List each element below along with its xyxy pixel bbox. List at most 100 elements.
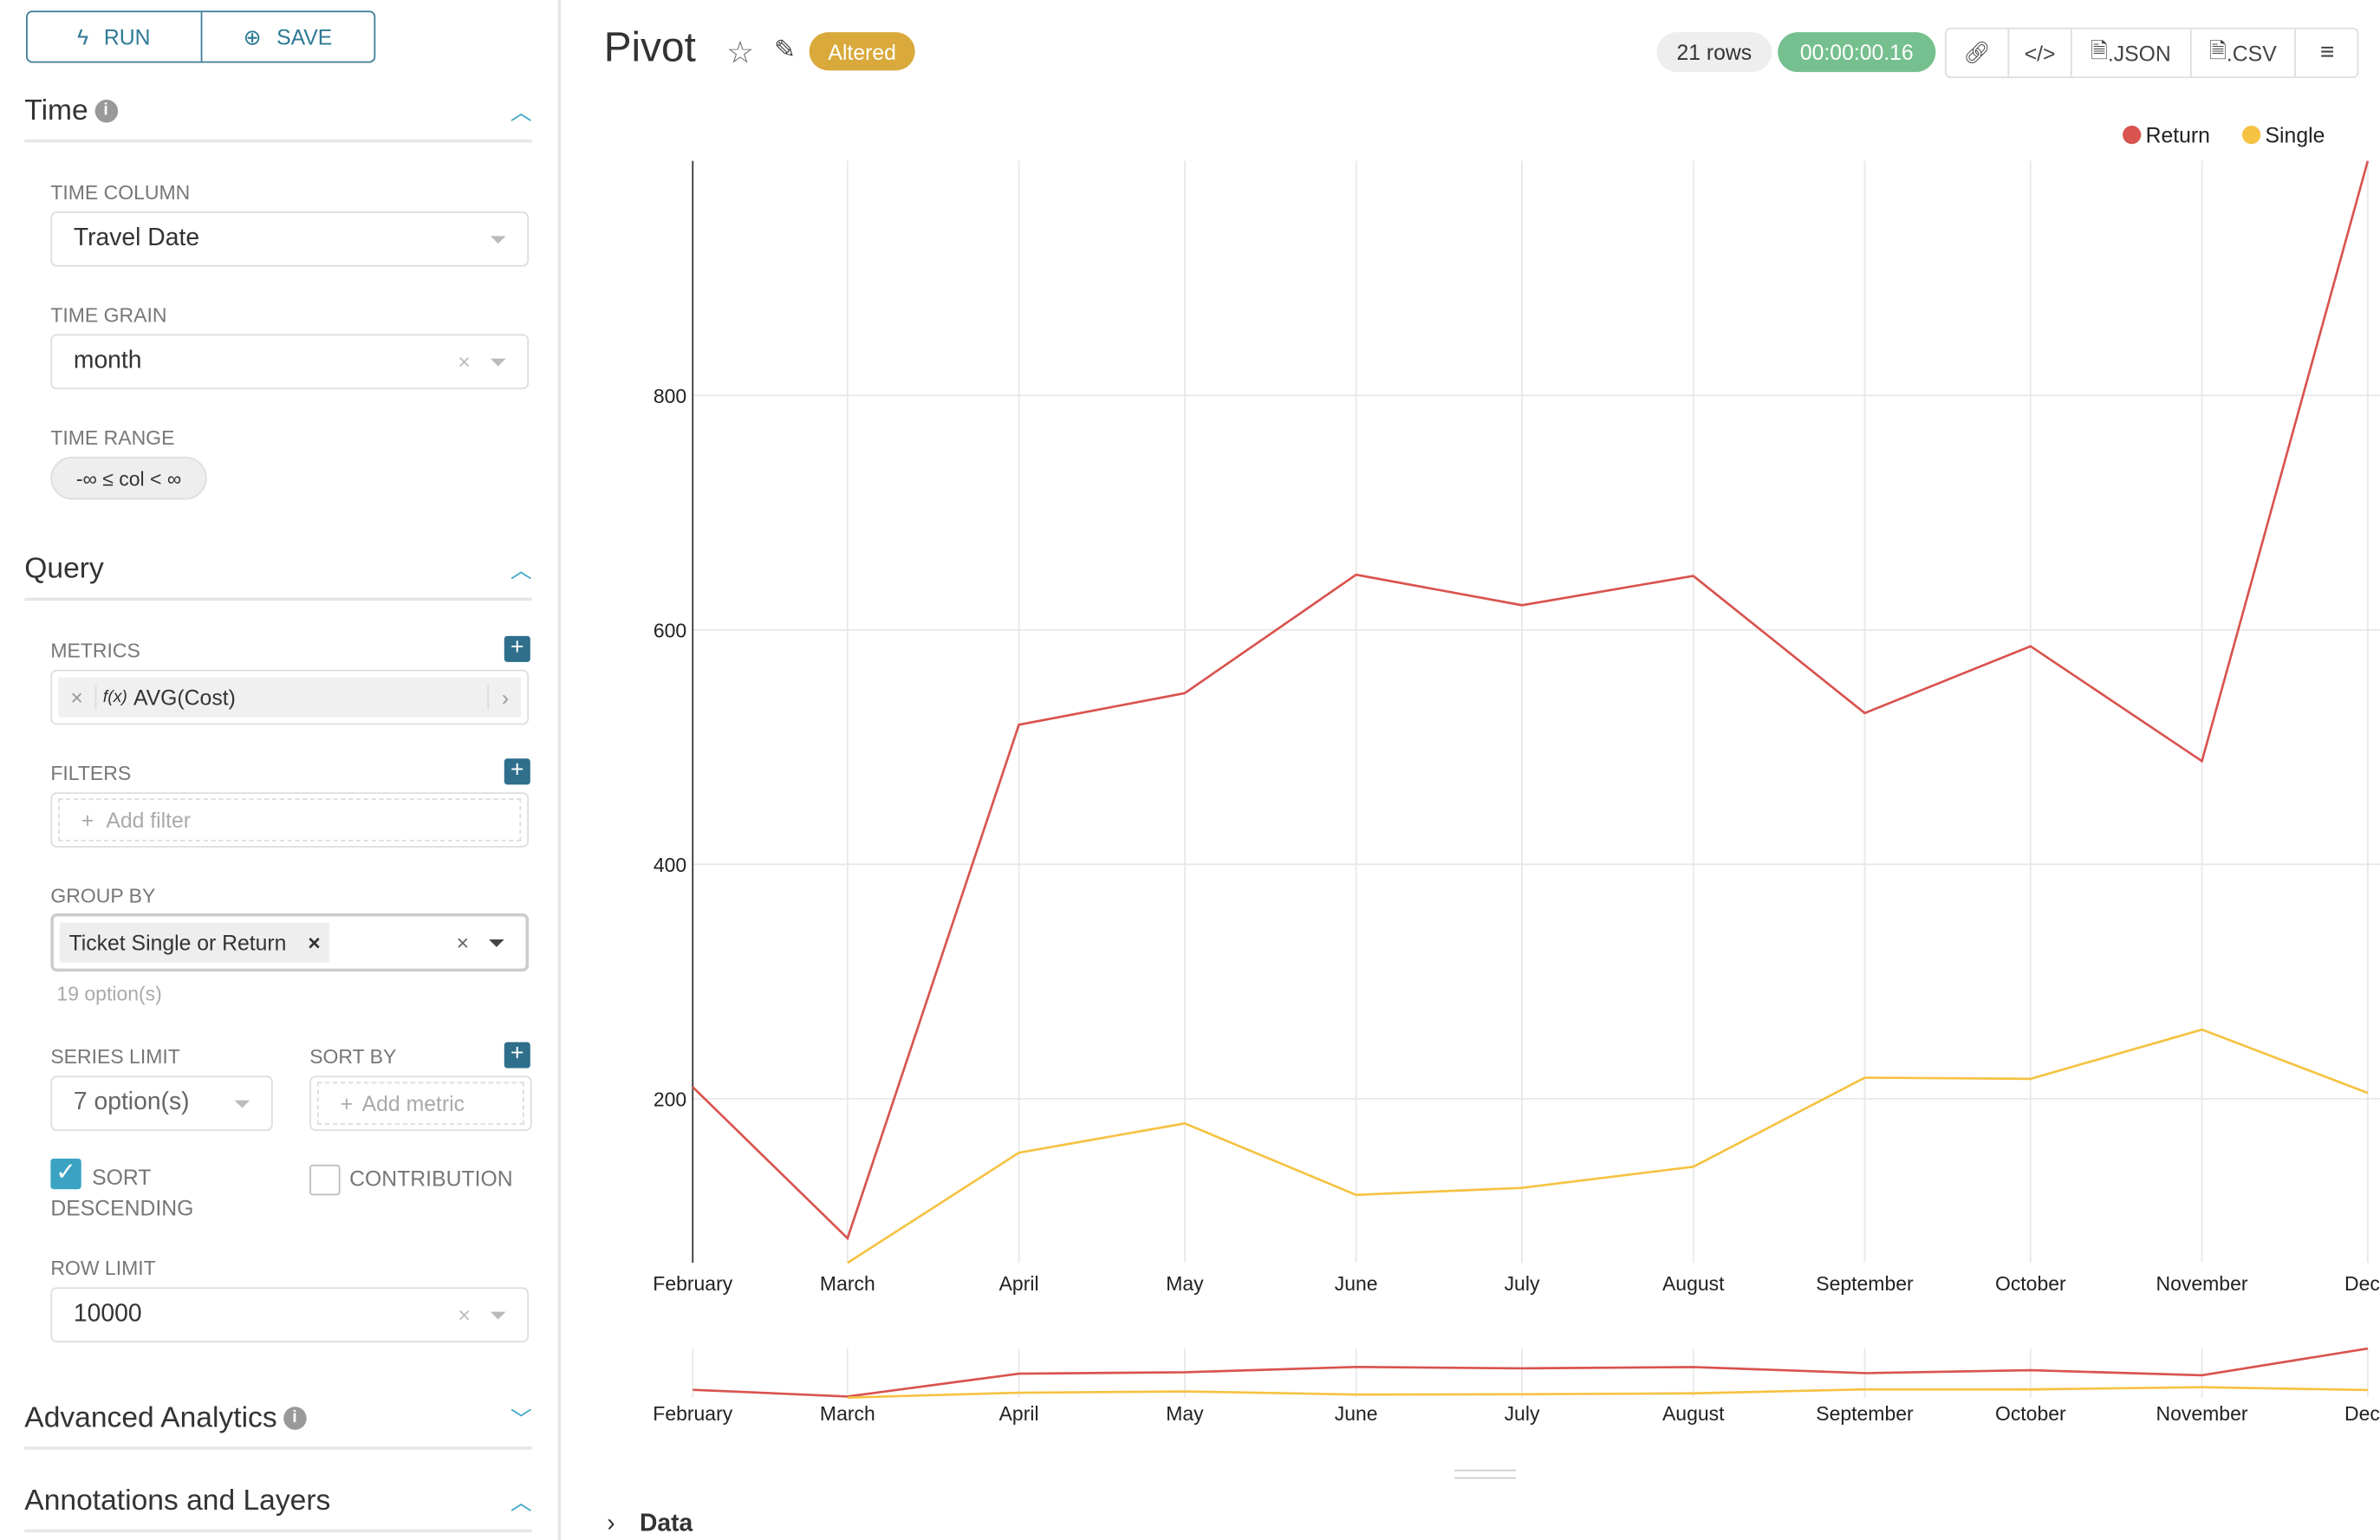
group-by-tag: Ticket Single or Return × bbox=[59, 922, 330, 963]
brush-x-tick-label: May bbox=[1166, 1402, 1204, 1425]
metrics-label: METRICS bbox=[50, 639, 140, 662]
x-tick-label: May bbox=[1166, 1272, 1204, 1295]
section-time-header[interactable]: Time i ︿ bbox=[24, 84, 532, 143]
brush-x-tick-label: Dece bbox=[2344, 1402, 2380, 1425]
legend-marker bbox=[2123, 126, 2142, 145]
plus-icon: + bbox=[340, 1091, 354, 1116]
y-tick-label: 800 bbox=[654, 385, 686, 407]
time-grain-label: TIME GRAIN bbox=[50, 303, 167, 327]
group-by-select[interactable]: Ticket Single or Return × × bbox=[50, 913, 530, 972]
brush-x-tick-label: March bbox=[820, 1402, 875, 1425]
filters-field: + Add filter bbox=[50, 792, 530, 848]
export-json-button[interactable]: 🗎︎ .JSON bbox=[2072, 29, 2191, 77]
add-filter-button[interactable]: + Add filter bbox=[58, 798, 522, 841]
x-tick-label: November bbox=[2156, 1272, 2248, 1295]
x-tick-label: August bbox=[1662, 1272, 1725, 1295]
row-count-badge: 21 rows bbox=[1656, 32, 1772, 73]
menu-icon[interactable]: ≡ bbox=[2319, 39, 2335, 66]
sort-descending-checkbox[interactable]: ✓ bbox=[50, 1158, 81, 1190]
bolt-icon: ϟ bbox=[77, 24, 89, 49]
remove-icon[interactable]: × bbox=[58, 685, 97, 710]
edit-icon[interactable]: ✎ bbox=[773, 35, 797, 65]
star-icon[interactable]: ☆ bbox=[726, 36, 754, 71]
chevron-up-icon[interactable]: ︿ bbox=[510, 1489, 532, 1515]
sort-by-label: SORT BY bbox=[309, 1044, 397, 1069]
x-tick-label: October bbox=[1995, 1272, 2066, 1295]
x-tick-label: September bbox=[1816, 1272, 1914, 1295]
status-badge: Altered bbox=[809, 32, 915, 71]
control-panel: ϟ RUN ⊕ SAVE Time i ︿ TIME COLUMN Travel Dat… bbox=[0, 0, 562, 1540]
brush-x-tick-label: October bbox=[1995, 1402, 2066, 1425]
time-column-label: TIME COLUMN bbox=[50, 180, 191, 205]
group-by-label: GROUP BY bbox=[50, 884, 156, 907]
x-tick-label: June bbox=[1335, 1272, 1378, 1295]
x-tick-label: February bbox=[653, 1272, 732, 1295]
filters-label: FILTERS bbox=[50, 761, 132, 785]
caret-down-icon bbox=[490, 358, 506, 367]
section-query-header[interactable]: Query ︿ bbox=[24, 543, 532, 601]
legend-label: Return bbox=[2146, 124, 2210, 147]
export-csv-button[interactable]: 🗎︎ .CSV bbox=[2191, 29, 2297, 77]
chevron-right-icon[interactable]: › bbox=[487, 685, 521, 710]
row-limit-select[interactable]: 10000 × bbox=[50, 1287, 530, 1343]
file-icon: 🗎︎ bbox=[2209, 37, 2227, 62]
x-tick-label: July bbox=[1505, 1272, 1540, 1295]
chevron-right-icon: › bbox=[607, 1511, 615, 1537]
caret-down-icon bbox=[490, 1311, 506, 1320]
brush-x-tick-label: June bbox=[1335, 1402, 1378, 1425]
legend-marker bbox=[2242, 126, 2261, 145]
y-tick-label: 600 bbox=[654, 620, 686, 642]
sort-by-field: + Add metric bbox=[309, 1075, 532, 1132]
action-buttons: ϟ RUN ⊕ SAVE bbox=[26, 10, 376, 63]
caret-down-icon bbox=[490, 236, 506, 244]
embed-code-icon[interactable]: </> bbox=[2009, 29, 2072, 77]
time-grain-select[interactable]: month × bbox=[50, 334, 530, 390]
series-limit-select[interactable]: 7 option(s) bbox=[50, 1075, 273, 1132]
legend-label: Single bbox=[2266, 124, 2325, 147]
contribution-label: CONTRIBUTION bbox=[349, 1166, 513, 1191]
options-count: 19 option(s) bbox=[56, 982, 162, 1006]
info-icon: i bbox=[94, 100, 118, 124]
caret-down-icon bbox=[234, 1100, 250, 1108]
run-button[interactable]: ϟ RUN bbox=[28, 12, 202, 62]
clear-icon[interactable]: × bbox=[458, 1303, 471, 1328]
plus-icon: + bbox=[81, 807, 94, 833]
add-filter-plus-button[interactable]: + bbox=[504, 757, 530, 785]
caret-down-icon bbox=[489, 939, 504, 947]
save-button[interactable]: ⊕ SAVE bbox=[243, 23, 333, 49]
remove-icon[interactable]: × bbox=[308, 930, 321, 955]
add-sort-button[interactable]: + bbox=[504, 1042, 530, 1069]
brush-x-tick-label: August bbox=[1662, 1402, 1725, 1425]
add-metric-button[interactable]: + bbox=[504, 635, 530, 662]
link-icon[interactable]: 🔗︎ bbox=[1947, 29, 2010, 77]
series-line-single bbox=[847, 1028, 2369, 1264]
brush-x-tick-label: November bbox=[2156, 1402, 2248, 1425]
resize-handle[interactable] bbox=[1454, 1469, 1516, 1479]
chevron-down-icon[interactable]: ﹀ bbox=[510, 1407, 532, 1432]
clear-icon[interactable]: × bbox=[456, 930, 470, 955]
plus-circle-icon: ⊕ bbox=[243, 23, 262, 49]
chart-actions: 🔗︎ </> 🗎︎ .JSON 🗎︎ .CSV ≡ bbox=[1944, 27, 2360, 79]
chevron-up-icon[interactable]: ︿ bbox=[510, 99, 532, 125]
section-annotations-header[interactable]: Annotations and Layers ︿ bbox=[24, 1474, 532, 1533]
time-column-select[interactable]: Travel Date bbox=[50, 211, 530, 267]
function-icon: f(x) bbox=[102, 687, 127, 707]
brush-x-tick-label: July bbox=[1505, 1402, 1540, 1425]
time-range-pill[interactable]: -∞ ≤ col < ∞ bbox=[50, 456, 207, 500]
series-line-return bbox=[692, 160, 2370, 1241]
contribution-checkbox[interactable] bbox=[309, 1164, 341, 1196]
add-metric-sort-button[interactable]: + Add metric bbox=[317, 1082, 524, 1125]
section-advanced-analytics-header[interactable]: Advanced Analytics i ﹀ bbox=[24, 1392, 532, 1450]
series-limit-label: SERIES LIMIT bbox=[50, 1044, 180, 1069]
chevron-up-icon[interactable]: ︿ bbox=[510, 557, 532, 582]
file-code-icon: 🗎︎ bbox=[2090, 37, 2108, 62]
brush-x-tick-label: April bbox=[999, 1402, 1039, 1425]
info-icon: i bbox=[283, 1407, 307, 1431]
metric-tag[interactable]: × f(x) AVG(Cost) › bbox=[58, 677, 522, 718]
x-tick-label: April bbox=[999, 1272, 1039, 1295]
clear-icon[interactable]: × bbox=[458, 349, 471, 374]
sort-descending-label: SORT DESCENDING bbox=[50, 1164, 194, 1220]
brush-x-tick-label: February bbox=[653, 1402, 732, 1425]
data-section-toggle[interactable]: › Data bbox=[607, 1511, 693, 1537]
